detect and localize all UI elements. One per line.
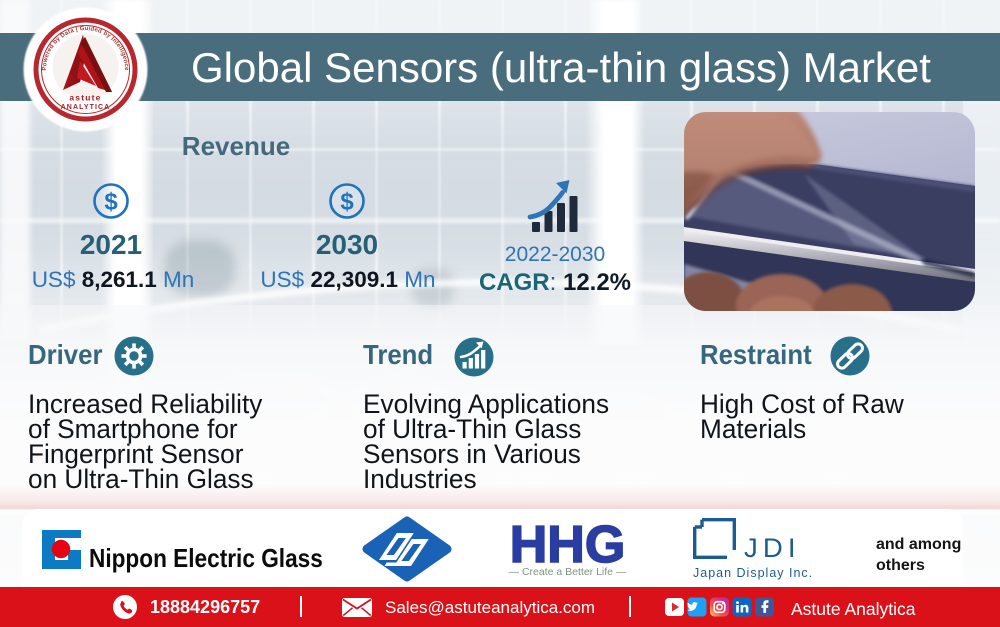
- svg-text:astute: astute: [69, 93, 101, 103]
- svg-text:$: $: [340, 189, 354, 216]
- svg-text:ANALYTICA: ANALYTICA: [61, 104, 111, 111]
- svg-text:$: $: [104, 189, 118, 216]
